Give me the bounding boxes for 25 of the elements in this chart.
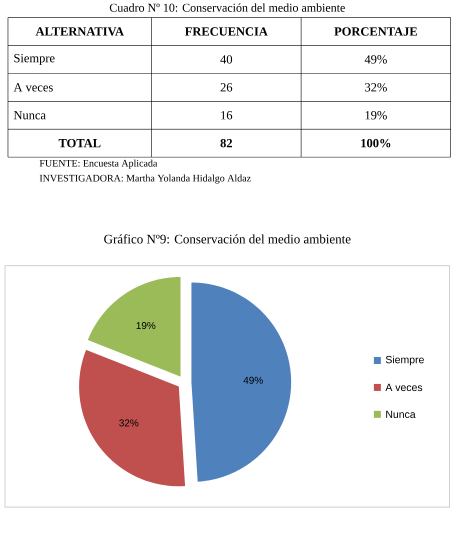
text: FRECUENCIA bbox=[185, 27, 268, 36]
text: 82 bbox=[220, 138, 232, 148]
text: INVESTIGADORA: Martha Yolanda Hidalgo Aldaz bbox=[40, 174, 251, 184]
source-note: FUENTE: Encuesta Aplicada bbox=[40, 160, 158, 169]
data-label: 49% bbox=[244, 376, 264, 384]
text: PORCENTAJE bbox=[334, 27, 418, 36]
text: 19% bbox=[366, 111, 388, 120]
data-label: 32% bbox=[119, 419, 139, 426]
legend-label: Siempre bbox=[386, 356, 424, 366]
text: 32% bbox=[365, 83, 388, 92]
chart-title: Gráfico Nº9: Conservación del medio ambiente bbox=[104, 234, 351, 244]
text: 49% bbox=[364, 55, 388, 64]
data-label: 19% bbox=[136, 322, 156, 330]
text: 40 bbox=[220, 55, 232, 64]
text: ALTERNATIVA bbox=[36, 27, 124, 36]
text: 16 bbox=[221, 111, 232, 120]
text: A veces bbox=[14, 83, 53, 92]
text: Cuadro Nº 10: Conservación del medio ambiente bbox=[110, 3, 346, 12]
text: Nunca bbox=[14, 111, 46, 120]
text: TOTAL bbox=[58, 138, 101, 148]
text: 100% bbox=[361, 138, 390, 148]
legend-label: A veces bbox=[386, 384, 422, 392]
text: 26 bbox=[220, 83, 232, 92]
legend-label: Nunca bbox=[386, 410, 416, 418]
text: Siempre bbox=[14, 54, 55, 65]
